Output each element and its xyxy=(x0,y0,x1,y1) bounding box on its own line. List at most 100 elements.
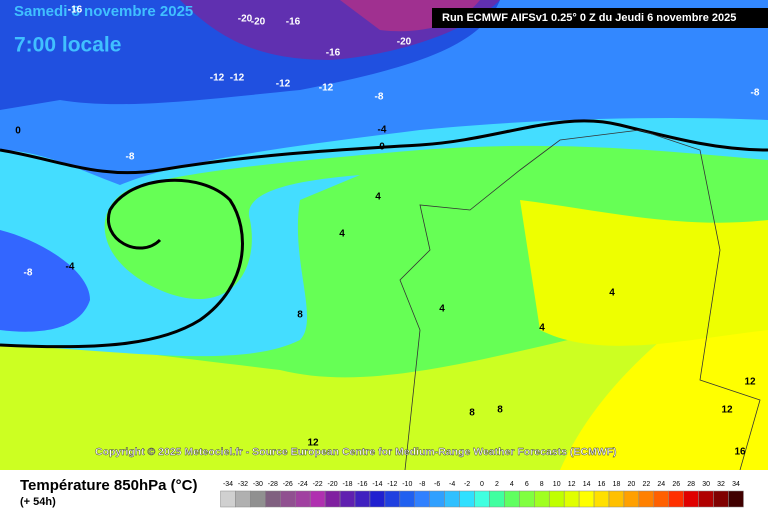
contour-label: -4 xyxy=(66,262,75,273)
date: Samedi 8 novembre 2025 xyxy=(14,3,193,20)
legend-swatch xyxy=(548,490,565,508)
legend-swatch xyxy=(563,490,580,508)
contour-label: 0 xyxy=(15,126,21,137)
legend-swatch xyxy=(608,490,625,508)
legend-label: 2 xyxy=(495,481,499,488)
legend-label: -6 xyxy=(434,481,440,488)
legend-label: 12 xyxy=(568,481,576,488)
contour-label: 4 xyxy=(339,229,345,240)
legend-swatch xyxy=(728,490,744,508)
legend-label: -4 xyxy=(449,481,455,488)
legend-swatch xyxy=(309,490,326,508)
legend-label: -22 xyxy=(313,481,323,488)
legend-swatch xyxy=(623,490,640,508)
legend-label: -8 xyxy=(419,481,425,488)
legend-swatch xyxy=(265,490,281,508)
cold-zone xyxy=(0,230,90,332)
run-box xyxy=(432,8,768,28)
legend-label: 8 xyxy=(540,481,544,488)
contour-label: 12 xyxy=(307,438,319,449)
contour-label: -20 xyxy=(238,14,253,25)
contour-label: 12 xyxy=(744,377,756,388)
contour-label: 4 xyxy=(439,304,445,315)
legend-label: 16 xyxy=(598,481,606,488)
contour-label: -8 xyxy=(375,92,384,103)
contour-label: -12 xyxy=(319,83,334,94)
legend-label: -12 xyxy=(387,481,397,488)
legend-label: -20 xyxy=(328,481,338,488)
legend-swatch xyxy=(578,490,595,508)
legend-label: 0 xyxy=(480,481,484,488)
legend-label: -34 xyxy=(223,481,233,488)
legend-swatch xyxy=(414,490,430,508)
legend-label: 26 xyxy=(672,481,680,488)
legend-swatch xyxy=(534,490,550,508)
contour-label: 8 xyxy=(297,310,303,321)
time: 7:00 locale xyxy=(14,34,121,57)
legend-swatch xyxy=(638,490,655,508)
legend-label: -14 xyxy=(372,481,382,488)
legend-swatch xyxy=(399,490,416,508)
legend-swatch xyxy=(489,490,505,508)
lead-time: (+ 54h) xyxy=(20,496,56,508)
legend-swatch xyxy=(294,490,311,508)
legend-swatch xyxy=(519,490,535,508)
legend-label: -28 xyxy=(268,481,278,488)
contour-label: -12 xyxy=(230,73,245,84)
legend-swatch xyxy=(280,490,296,508)
legend-label: 30 xyxy=(702,481,710,488)
contour-label: 12 xyxy=(721,405,733,416)
contour-label: 8 xyxy=(497,405,503,416)
legend-label: 34 xyxy=(732,481,740,488)
legend-label: 10 xyxy=(553,481,561,488)
legend-swatch xyxy=(369,490,386,508)
legend-swatch xyxy=(683,490,699,508)
legend-label: -10 xyxy=(402,481,412,488)
legend-swatch xyxy=(653,490,670,508)
legend-swatch xyxy=(354,490,371,508)
contour-label: -20 xyxy=(397,37,412,48)
warm-zone xyxy=(520,200,768,346)
legend-swatch xyxy=(593,490,610,508)
isotherm xyxy=(0,178,244,349)
run-info: Run ECMWF AIFSv1 0.25° 0 Z du Jeudi 6 no… xyxy=(442,12,736,24)
legend-label: -16 xyxy=(357,481,367,488)
contour-label: -20 xyxy=(251,17,266,28)
copyright: Copyright © 2025 Meteociel.fr - Source E… xyxy=(95,446,617,458)
legend-swatch xyxy=(474,490,490,508)
contour-label: 0 xyxy=(379,142,385,153)
contour-label: 4 xyxy=(375,192,381,203)
legend-label: 32 xyxy=(717,481,725,488)
contour-label: -16 xyxy=(286,17,301,28)
legend-swatch xyxy=(459,490,475,508)
legend-label: -18 xyxy=(342,481,352,488)
legend-label: -30 xyxy=(253,481,263,488)
legend-label: 14 xyxy=(583,481,591,488)
contour-label: -16 xyxy=(326,48,341,59)
contour-label: -8 xyxy=(126,152,135,163)
legend-swatch xyxy=(235,490,251,508)
zero-isotherm xyxy=(0,119,768,175)
legend-swatch xyxy=(668,490,684,508)
legend-label: -32 xyxy=(238,481,248,488)
contour-label: 8 xyxy=(469,408,475,419)
legend-label: 22 xyxy=(642,481,650,488)
legend-swatch xyxy=(444,490,460,508)
legend-label: 6 xyxy=(525,481,529,488)
legend-label: -24 xyxy=(298,481,308,488)
legend-label: -2 xyxy=(464,481,470,488)
legend-swatch xyxy=(339,490,356,508)
coastline xyxy=(399,129,761,471)
legend-label: 28 xyxy=(687,481,695,488)
contour-label: -12 xyxy=(210,73,225,84)
contour-label: -8 xyxy=(751,88,760,99)
contour-label: 4 xyxy=(539,323,545,334)
contour-label: -16 xyxy=(68,5,83,16)
warm-zone xyxy=(0,300,768,470)
contour-label: -8 xyxy=(24,268,33,279)
contour-label: 16 xyxy=(734,447,746,458)
contour-label: -4 xyxy=(378,125,387,136)
legend-label: 18 xyxy=(613,481,621,488)
field-title: Température 850hPa (°C) xyxy=(20,477,197,494)
legend-label: 20 xyxy=(628,481,636,488)
